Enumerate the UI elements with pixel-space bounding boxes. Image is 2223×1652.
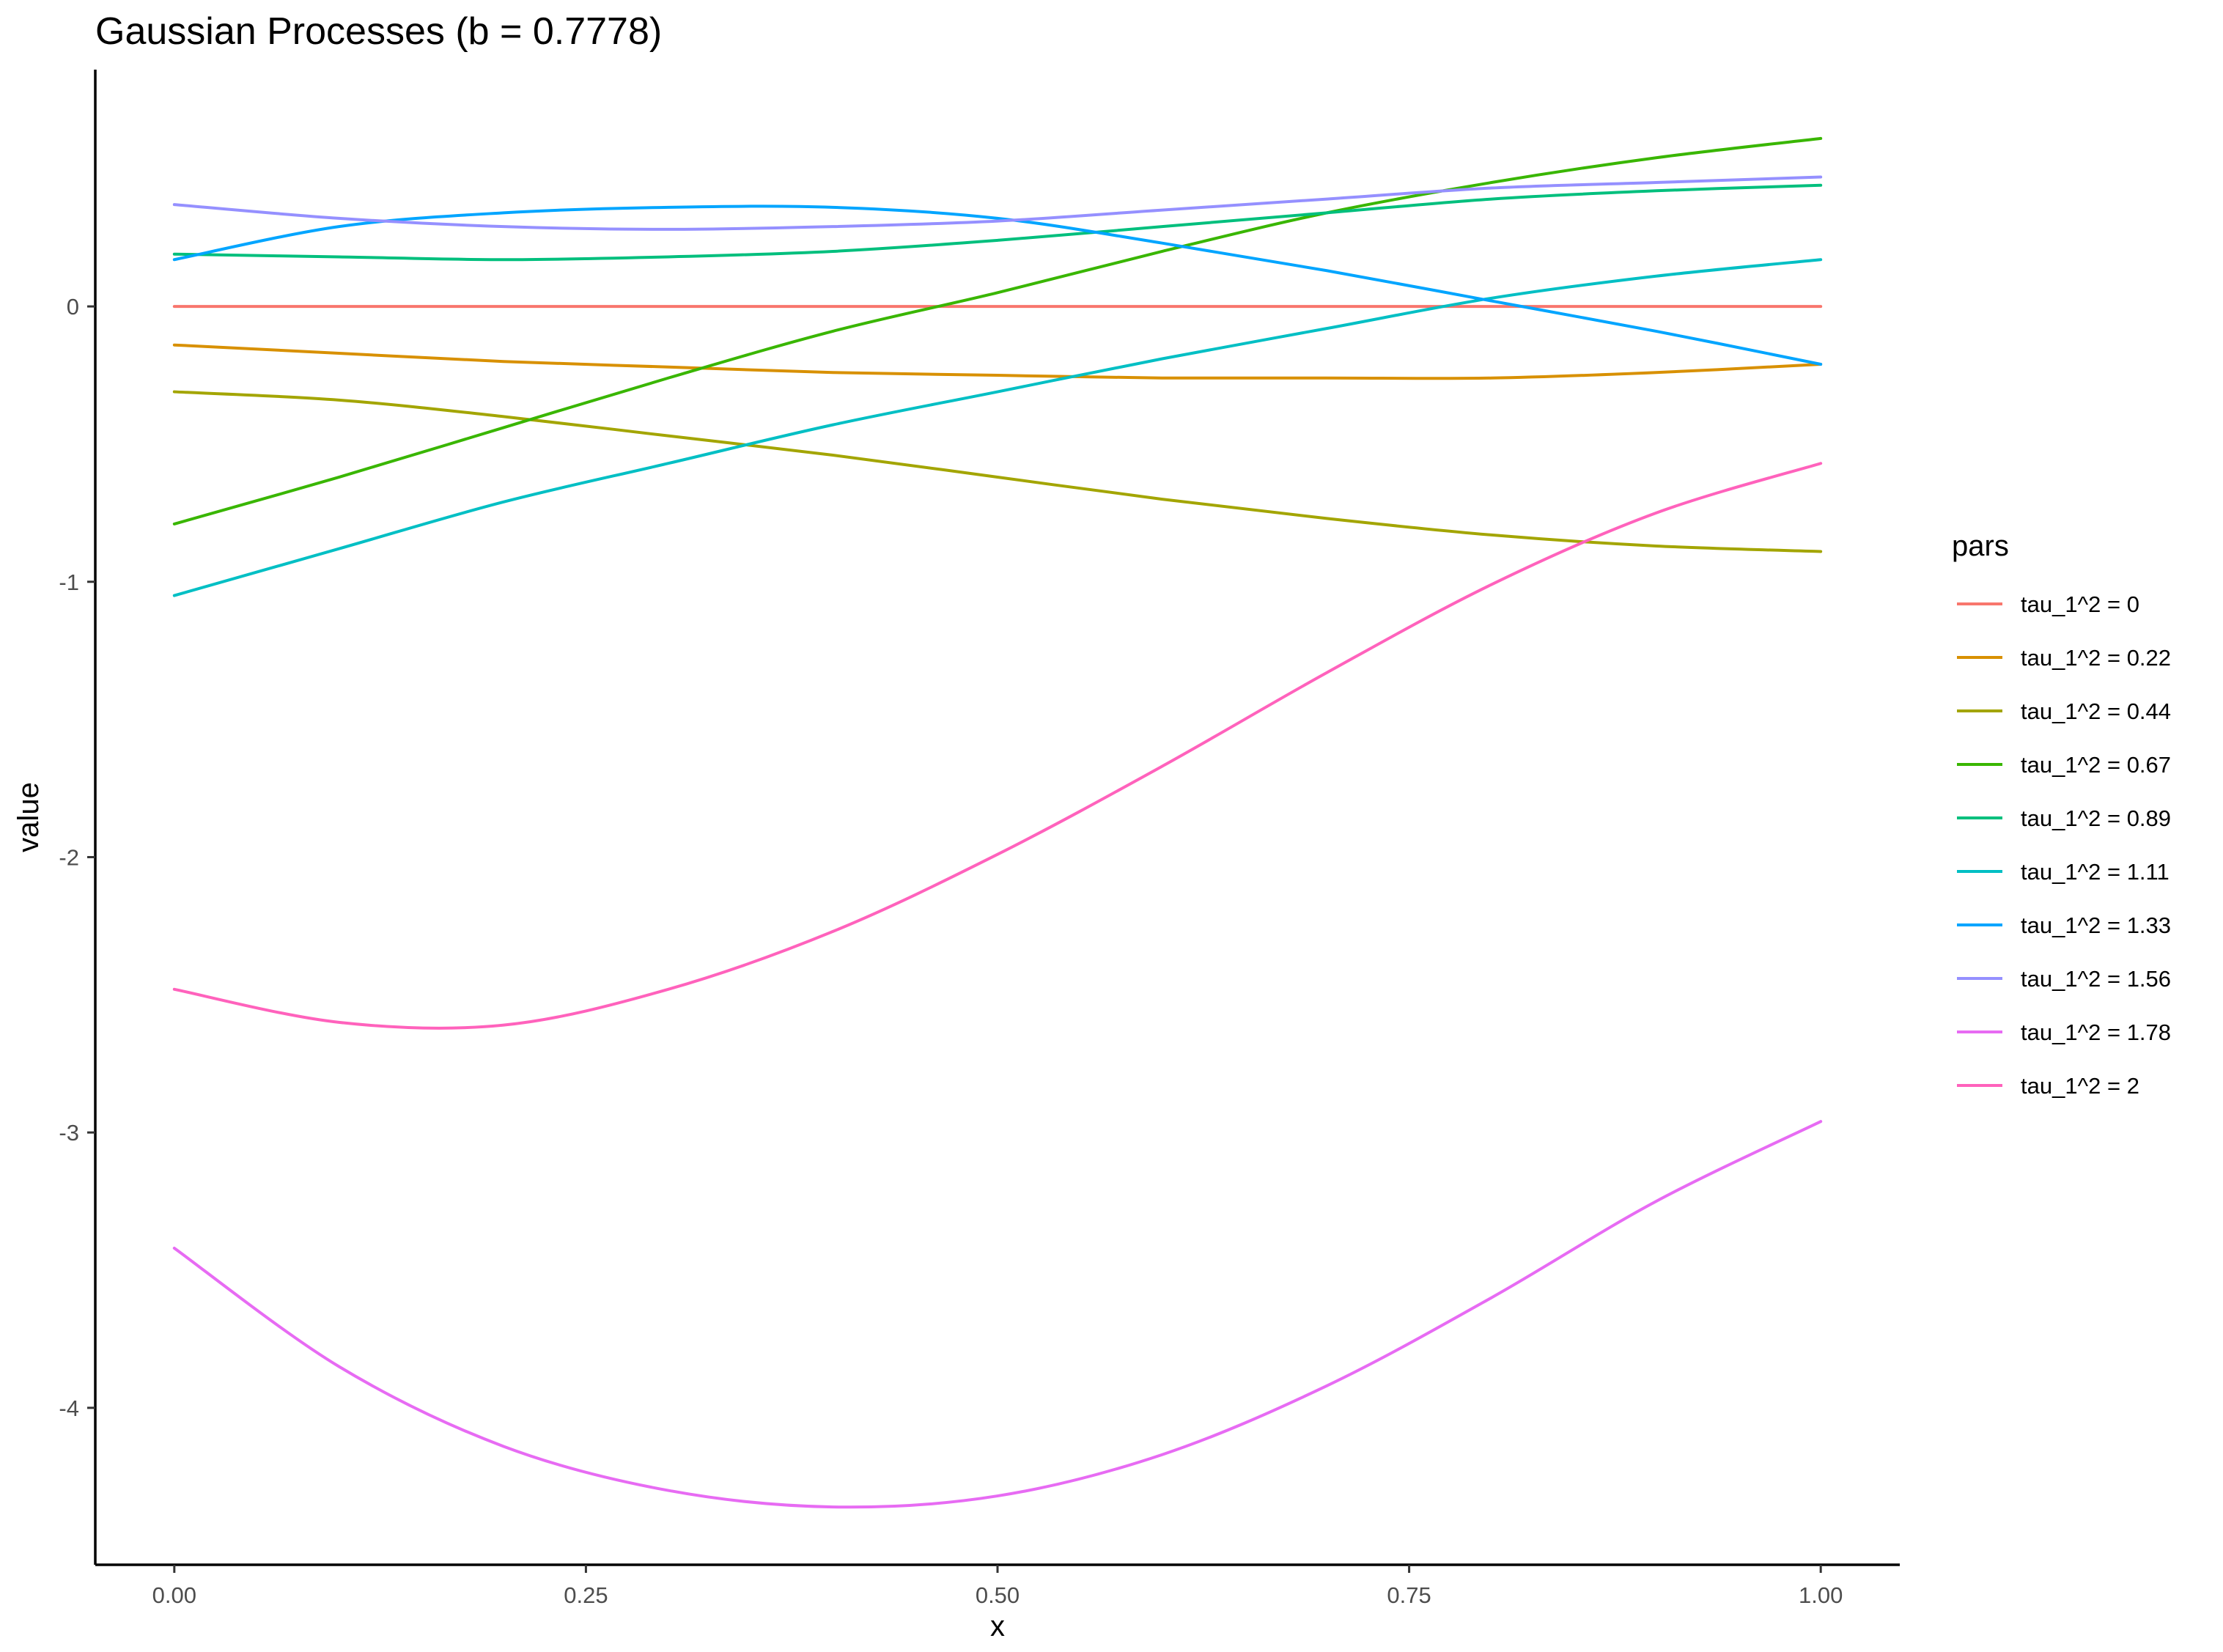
y-ticks: 0 -1 -2 -3 -4 [59, 294, 95, 1421]
series-line-3 [172, 136, 1823, 526]
x-tick-label-4: 1.00 [1799, 1582, 1843, 1608]
y-tick-label-4: -4 [59, 1395, 79, 1421]
y-axis-title: value [12, 782, 45, 852]
chart-title: Gaussian Processes (b = 0.7778) [95, 10, 662, 53]
legend-label-3: tau_1^2 = 0.67 [2021, 752, 2171, 778]
legend-items: tau_1^2 = 0 tau_1^2 = 0.22 tau_1^2 = 0.44 t… [1957, 591, 2171, 1099]
x-ticks: 0.00 0.25 0.50 0.75 1.00 [152, 1565, 1843, 1608]
legend-label-5: tau_1^2 = 1.11 [2021, 859, 2169, 885]
x-tick-label-0: 0.00 [152, 1582, 196, 1608]
legend-label-0: tau_1^2 = 0 [2021, 591, 2139, 617]
series-line-1 [172, 343, 1823, 380]
legend-label-8: tau_1^2 = 1.78 [2021, 1019, 2171, 1045]
x-tick-label-1: 0.25 [564, 1582, 608, 1608]
legend-label-4: tau_1^2 = 0.89 [2021, 805, 2171, 831]
x-axis-title: x [990, 1610, 1005, 1642]
series-line-8 [172, 1120, 1823, 1509]
legend-label-9: tau_1^2 = 2 [2021, 1073, 2139, 1099]
series-line-4 [172, 183, 1823, 262]
series-line-2 [172, 390, 1823, 553]
legend-label-7: tau_1^2 = 1.56 [2021, 966, 2171, 992]
y-tick-label-2: -2 [59, 844, 79, 870]
y-tick-label-3: -3 [59, 1120, 79, 1146]
series-line-5 [172, 258, 1823, 597]
legend-label-6: tau_1^2 = 1.33 [2021, 912, 2171, 938]
y-tick-label-1: -1 [59, 569, 79, 595]
legend-label-2: tau_1^2 = 0.44 [2021, 698, 2171, 724]
x-tick-label-2: 0.50 [976, 1582, 1020, 1608]
series-line-6 [172, 204, 1823, 366]
legend-title: pars [1952, 530, 2009, 562]
x-tick-label-3: 0.75 [1387, 1582, 1431, 1608]
y-tick-label-0: 0 [67, 294, 79, 320]
series-line-9 [172, 462, 1823, 1030]
legend-label-1: tau_1^2 = 0.22 [2021, 645, 2171, 671]
series-layer [172, 136, 1823, 1509]
series-line-7 [172, 175, 1823, 231]
